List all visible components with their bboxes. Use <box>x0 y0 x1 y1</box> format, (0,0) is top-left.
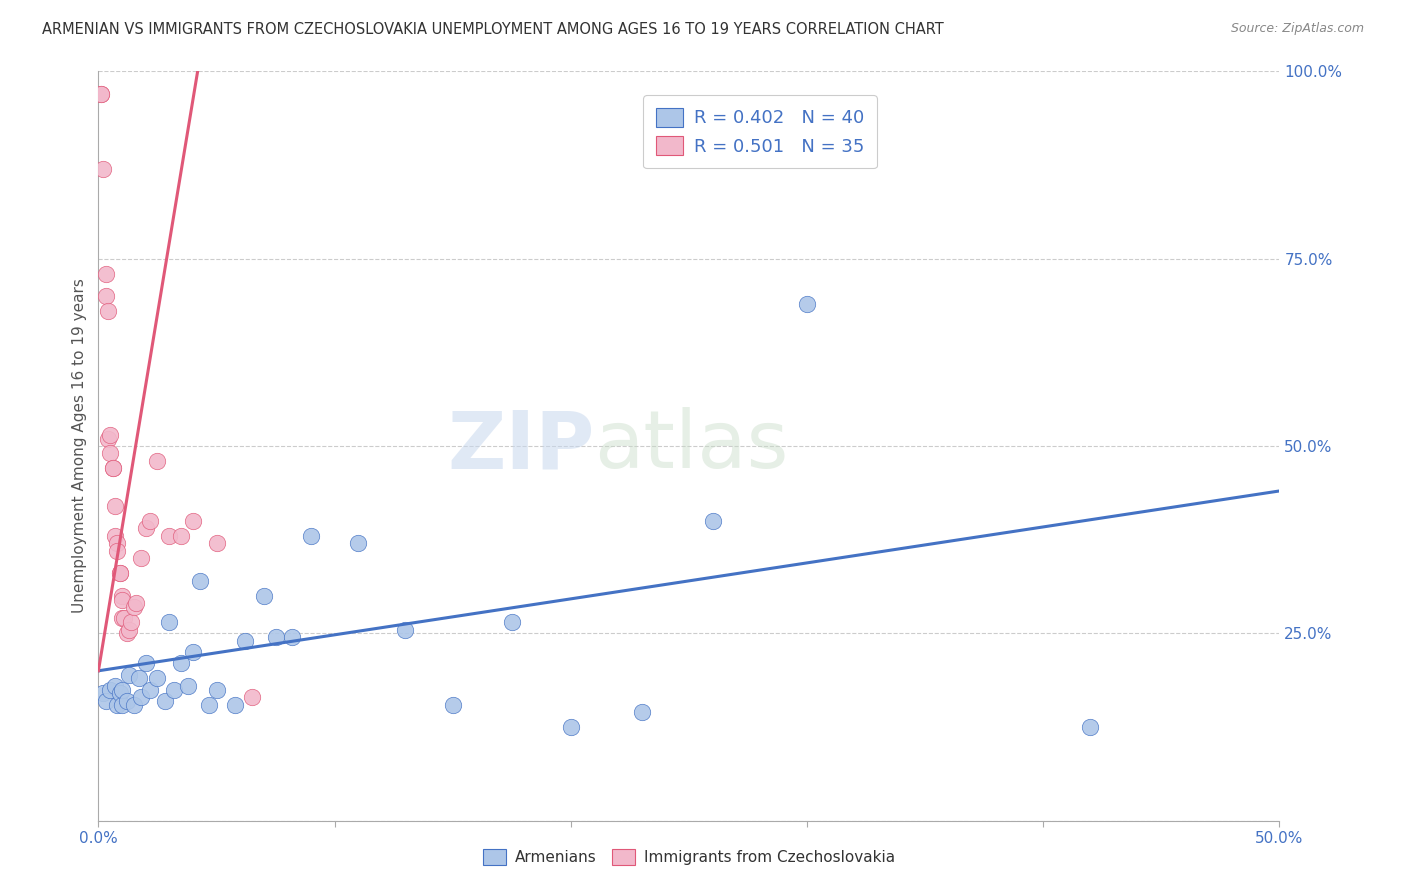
Point <box>104 679 127 693</box>
Text: Source: ZipAtlas.com: Source: ZipAtlas.com <box>1230 22 1364 36</box>
Point <box>105 698 128 712</box>
Legend: Armenians, Immigrants from Czechoslovakia: Armenians, Immigrants from Czechoslovaki… <box>475 842 903 873</box>
Point <box>91 686 114 700</box>
Point <box>135 657 157 671</box>
Point <box>347 536 370 550</box>
Point <box>146 454 169 468</box>
Point <box>111 589 134 603</box>
Point <box>181 645 204 659</box>
Point <box>188 574 211 588</box>
Point <box>115 626 138 640</box>
Point <box>105 536 128 550</box>
Point <box>108 566 131 581</box>
Point <box>441 698 464 712</box>
Point <box>111 611 134 625</box>
Point <box>90 87 112 101</box>
Point <box>224 698 246 712</box>
Point <box>104 499 127 513</box>
Point <box>111 682 134 697</box>
Point <box>129 690 152 704</box>
Point <box>170 657 193 671</box>
Point <box>796 296 818 310</box>
Point <box>630 705 652 719</box>
Point <box>702 514 724 528</box>
Point <box>108 566 131 581</box>
Point <box>122 698 145 712</box>
Point <box>97 304 120 318</box>
Point <box>501 615 523 629</box>
Point <box>205 536 228 550</box>
Point <box>118 623 141 637</box>
Point <box>157 615 180 629</box>
Point <box>98 682 121 697</box>
Text: ARMENIAN VS IMMIGRANTS FROM CZECHOSLOVAKIA UNEMPLOYMENT AMONG AGES 16 TO 19 YEAR: ARMENIAN VS IMMIGRANTS FROM CZECHOSLOVAK… <box>42 22 943 37</box>
Point <box>146 671 169 685</box>
Point <box>101 461 124 475</box>
Point <box>121 615 143 629</box>
Point <box>394 623 416 637</box>
Point <box>157 529 180 543</box>
Point <box>90 87 112 101</box>
Point <box>105 544 128 558</box>
Point <box>264 630 287 644</box>
Point <box>281 630 304 644</box>
Y-axis label: Unemployment Among Ages 16 to 19 years: Unemployment Among Ages 16 to 19 years <box>72 278 87 614</box>
Point <box>94 694 117 708</box>
Point <box>115 694 138 708</box>
Point <box>139 514 162 528</box>
Point <box>181 514 204 528</box>
Point <box>560 720 582 734</box>
Point <box>122 600 145 615</box>
Point <box>253 589 276 603</box>
Point <box>1080 720 1102 734</box>
Point <box>104 529 127 543</box>
Text: ZIP: ZIP <box>447 407 595 485</box>
Point <box>94 289 117 303</box>
Point <box>135 521 157 535</box>
Point <box>139 682 162 697</box>
Point <box>111 698 134 712</box>
Point <box>163 682 186 697</box>
Text: atlas: atlas <box>595 407 789 485</box>
Point <box>233 633 256 648</box>
Point <box>118 667 141 681</box>
Point <box>111 592 134 607</box>
Point <box>112 611 135 625</box>
Point <box>153 694 176 708</box>
Point <box>299 529 322 543</box>
Point <box>129 551 152 566</box>
Point <box>108 686 131 700</box>
Point <box>97 432 120 446</box>
Point <box>205 682 228 697</box>
Point <box>91 161 114 176</box>
Point <box>177 679 200 693</box>
Point <box>101 461 124 475</box>
Point <box>98 427 121 442</box>
Point <box>170 529 193 543</box>
Point <box>98 446 121 460</box>
Point <box>240 690 263 704</box>
Point <box>94 267 117 281</box>
Point <box>125 596 148 610</box>
Point <box>128 671 150 685</box>
Point <box>198 698 221 712</box>
